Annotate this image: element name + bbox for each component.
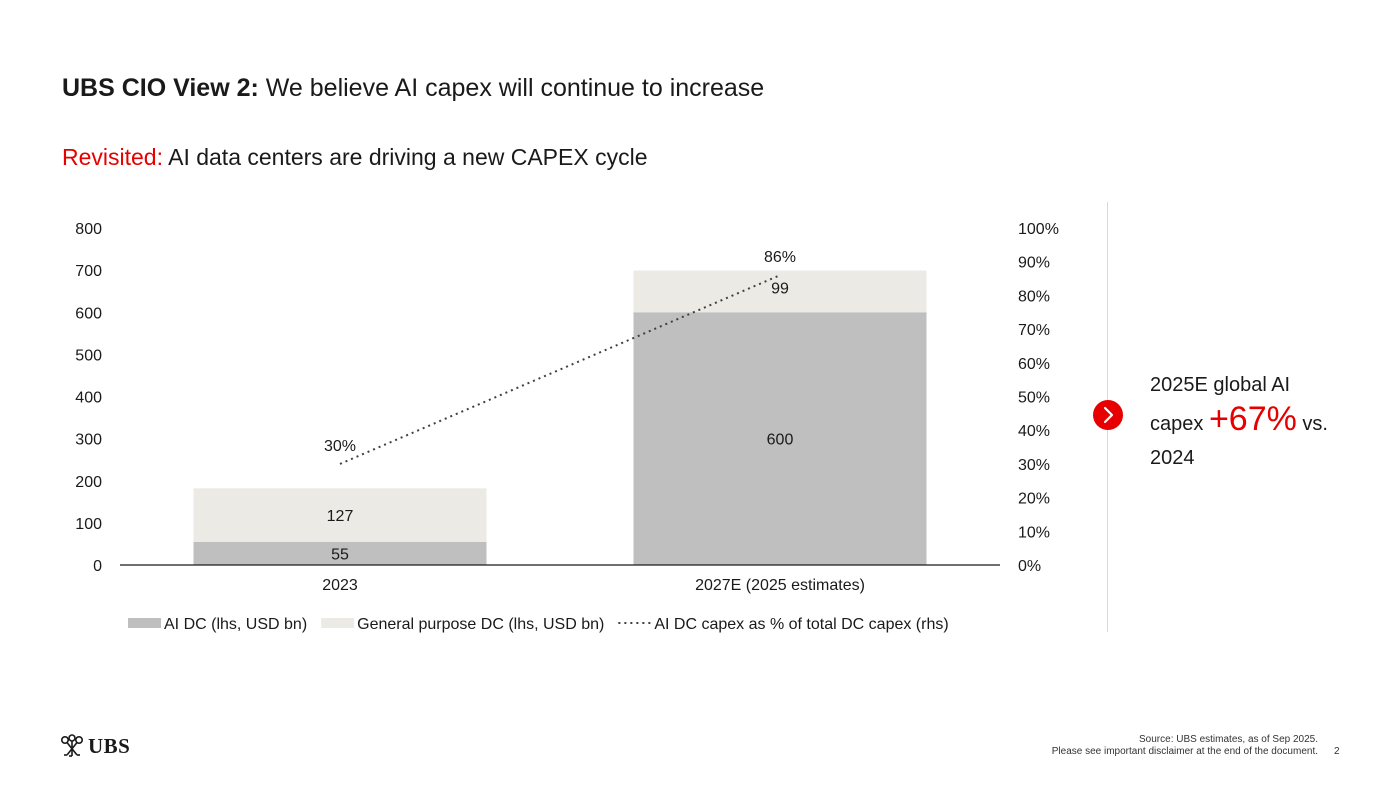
right-axis-tick-label: 0% <box>1018 558 1041 575</box>
left-axis-tick-label: 100 <box>75 516 102 533</box>
right-axis-tick-label: 100% <box>1018 221 1059 238</box>
line-series <box>339 274 781 465</box>
right-axis-tick-label: 90% <box>1018 255 1050 272</box>
right-axis-tick-label: 40% <box>1018 423 1050 440</box>
bar-data-label: 55 <box>331 546 349 563</box>
callout-line-3: 2024 <box>1150 447 1195 469</box>
left-axis-tick-label: 0 <box>93 558 102 575</box>
legend-label: AI DC capex as % of total DC capex (rhs) <box>654 616 948 633</box>
line-data-label: 86% <box>764 249 796 266</box>
bar-data-label: 127 <box>327 508 354 525</box>
capex-callout: 2025E global AI capex +67% vs. 2024 <box>1150 368 1370 475</box>
ubs-logo-text: UBS <box>88 734 131 758</box>
subtitle-rest: AI data centers are driving a new CAPEX … <box>162 144 648 170</box>
left-axis-tick-label: 500 <box>75 347 102 364</box>
page-subtitle: Revisited: AI data centers are driving a… <box>62 144 648 171</box>
line-data-label: 30% <box>324 438 356 455</box>
right-axis-tick-label: 60% <box>1018 356 1050 373</box>
bar-segment <box>193 488 487 542</box>
left-axis-tick-label: 400 <box>75 390 102 407</box>
legend-label: AI DC (lhs, USD bn) <box>164 616 307 633</box>
chevron-right-icon <box>1093 400 1123 430</box>
bar-segment <box>633 270 927 313</box>
x-axis-tick-label: 2023 <box>322 577 358 594</box>
right-axis-tick-label: 20% <box>1018 491 1050 508</box>
source-text: Source: UBS estimates, as of Sep 2025. <box>1139 734 1318 745</box>
bar-data-label: 600 <box>767 432 794 449</box>
left-axis-tick-label: 600 <box>75 305 102 322</box>
capex-chart: 0 100 200 300 400 500 600 700 800 0% 10% 20% 30% 40% 5… <box>75 221 1059 633</box>
bar-segment <box>633 312 927 565</box>
legend-swatch <box>128 618 161 628</box>
disclaimer-text: Please see important disclaimer at the e… <box>1051 746 1318 757</box>
callout-post: vs. <box>1296 413 1328 435</box>
right-axis-tick-label: 70% <box>1018 322 1050 339</box>
callout-pre: capex <box>1150 413 1209 435</box>
page-title: UBS CIO View 2: We believe AI capex will… <box>62 74 764 103</box>
left-axis-tick-label: 700 <box>75 263 102 280</box>
legend-label: General purpose DC (lhs, USD bn) <box>357 616 604 633</box>
right-axis-tick-label: 50% <box>1018 390 1050 407</box>
right-axis-tick-label: 30% <box>1018 457 1050 474</box>
subtitle-highlight: Revisited: <box>62 144 163 170</box>
legend-swatch <box>321 618 355 628</box>
left-axis-tick-label: 300 <box>75 432 102 449</box>
page-number: 2 <box>1334 746 1340 757</box>
callout-line-2: capex +67% vs. <box>1150 402 1370 441</box>
callout-highlight: +67% <box>1208 400 1297 438</box>
callout-line-1: 2025E global AI <box>1150 374 1291 396</box>
x-axis-tick-label: 2027E (2025 estimates) <box>695 577 865 594</box>
right-axis-tick-label: 10% <box>1018 524 1050 541</box>
title-bold: UBS CIO View 2: <box>62 74 259 102</box>
bar-data-label: 99 <box>771 281 789 298</box>
right-axis-tick-label: 80% <box>1018 288 1050 305</box>
left-axis-tick-label: 200 <box>75 474 102 491</box>
bar-segment <box>193 541 487 565</box>
title-rest: We believe AI capex will continue to inc… <box>258 74 765 102</box>
left-axis-tick-label: 800 <box>75 221 102 238</box>
ubs-keys-logo-icon <box>60 734 83 757</box>
source-note: Source: UBS estimates, as of Sep 2025. P… <box>1052 734 1318 758</box>
